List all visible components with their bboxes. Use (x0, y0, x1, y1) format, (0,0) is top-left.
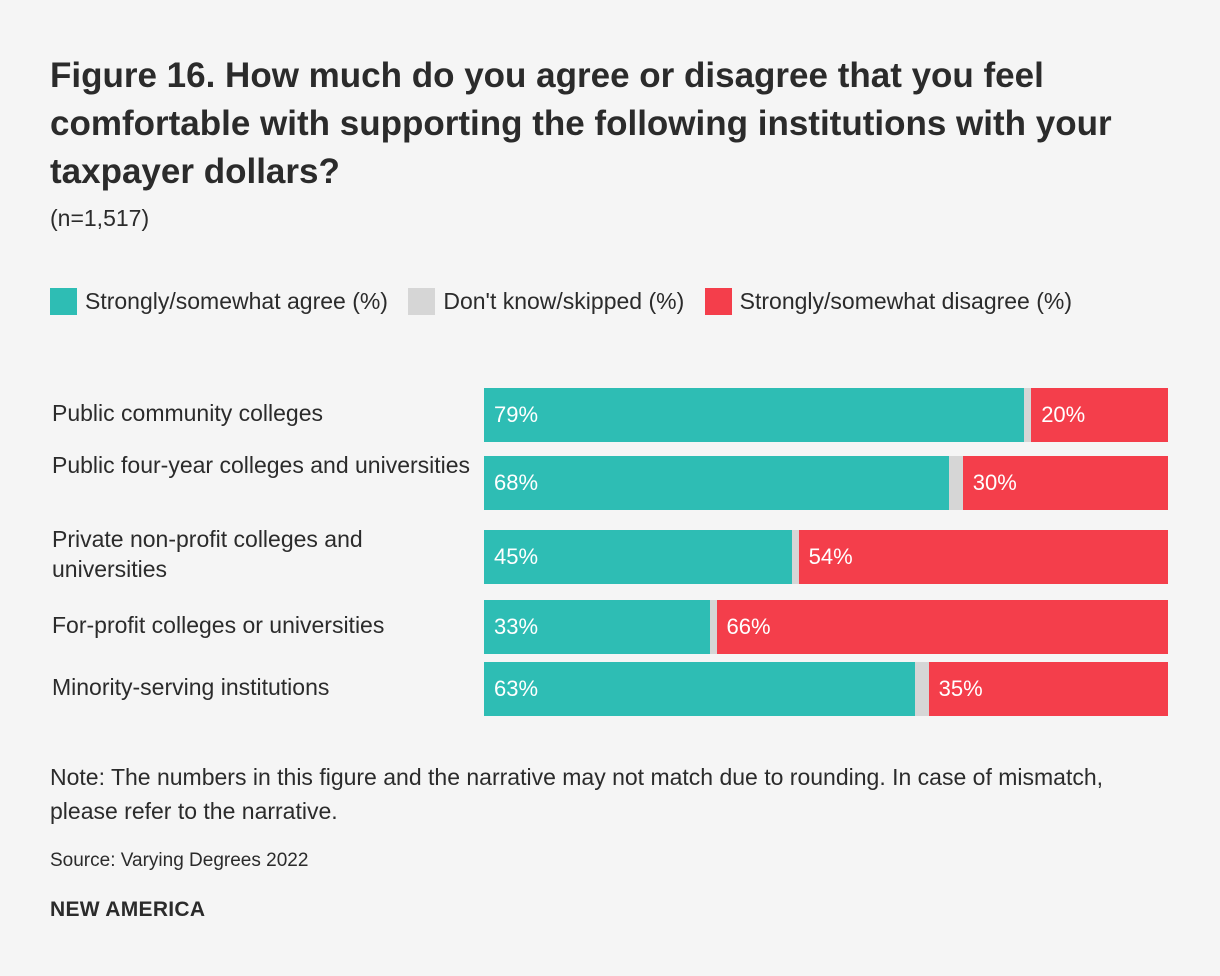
data-label-disagree: 35% (938, 676, 983, 701)
brand-logo-text: NEW AMERICA (50, 898, 206, 921)
data-label-agree: 79% (494, 402, 539, 427)
bar-segment-agree (484, 530, 793, 584)
bar-segment-disagree (716, 600, 1169, 654)
bar-segment-dontknow (709, 600, 718, 654)
category-label: Public four-year colleges and universiti… (52, 452, 471, 478)
data-label-agree: 68% (494, 470, 539, 495)
bar-segment-agree (484, 662, 916, 716)
bar-segment-dontknow (949, 456, 964, 510)
legend-swatch-dontknow (408, 288, 436, 315)
legend-swatch-agree (50, 288, 77, 315)
bar-segment-dontknow (1024, 388, 1032, 442)
category-label: Private non-profit colleges and universi… (52, 526, 363, 582)
data-label-disagree: 30% (972, 470, 1017, 495)
bar-segment-agree (484, 600, 711, 654)
data-label-agree: 45% (494, 544, 539, 569)
data-label-agree: 33% (494, 614, 539, 639)
bar-segment-agree (484, 388, 1025, 442)
data-label-disagree: 20% (1041, 402, 1086, 427)
legend: Strongly/somewhat agree (%) Don't know/s… (50, 281, 1150, 321)
data-label-agree: 63% (494, 676, 539, 701)
source-text: Source: Varying Degrees 2022 (50, 850, 309, 871)
bar-segment-dontknow (791, 530, 800, 584)
bar-segment-agree (484, 456, 950, 510)
legend-swatch-disagree (704, 288, 732, 315)
chart-title: Figure 16. How much do you agree or disa… (50, 56, 1112, 191)
legend-label-agree: Strongly/somewhat agree (%) (85, 288, 388, 314)
data-label-disagree: 66% (726, 614, 771, 639)
legend-item-agree: Strongly/somewhat agree (%) (50, 288, 388, 315)
bar-segment-disagree (928, 662, 1169, 716)
chart-subtitle: (n=1,517) (50, 205, 150, 231)
legend-item-disagree: Strongly/somewhat disagree (%) (704, 288, 1073, 315)
category-label: Minority-serving institutions (52, 674, 330, 700)
bar-segment-disagree (962, 456, 1169, 510)
legend-label-disagree: Strongly/somewhat disagree (%) (739, 288, 1073, 314)
bar-segment-disagree (1031, 388, 1169, 442)
category-label: Public community colleges (52, 400, 324, 426)
data-label-disagree: 54% (808, 544, 853, 569)
bar-segment-disagree (798, 530, 1169, 584)
legend-item-dontknow: Don't know/skipped (%) (408, 288, 685, 315)
legend-label-dontknow: Don't know/skipped (%) (443, 288, 685, 314)
bar-segment-dontknow (914, 662, 930, 716)
category-label: For-profit colleges or universities (52, 612, 385, 638)
footnote: Note: The numbers in this figure and the… (50, 764, 1104, 824)
